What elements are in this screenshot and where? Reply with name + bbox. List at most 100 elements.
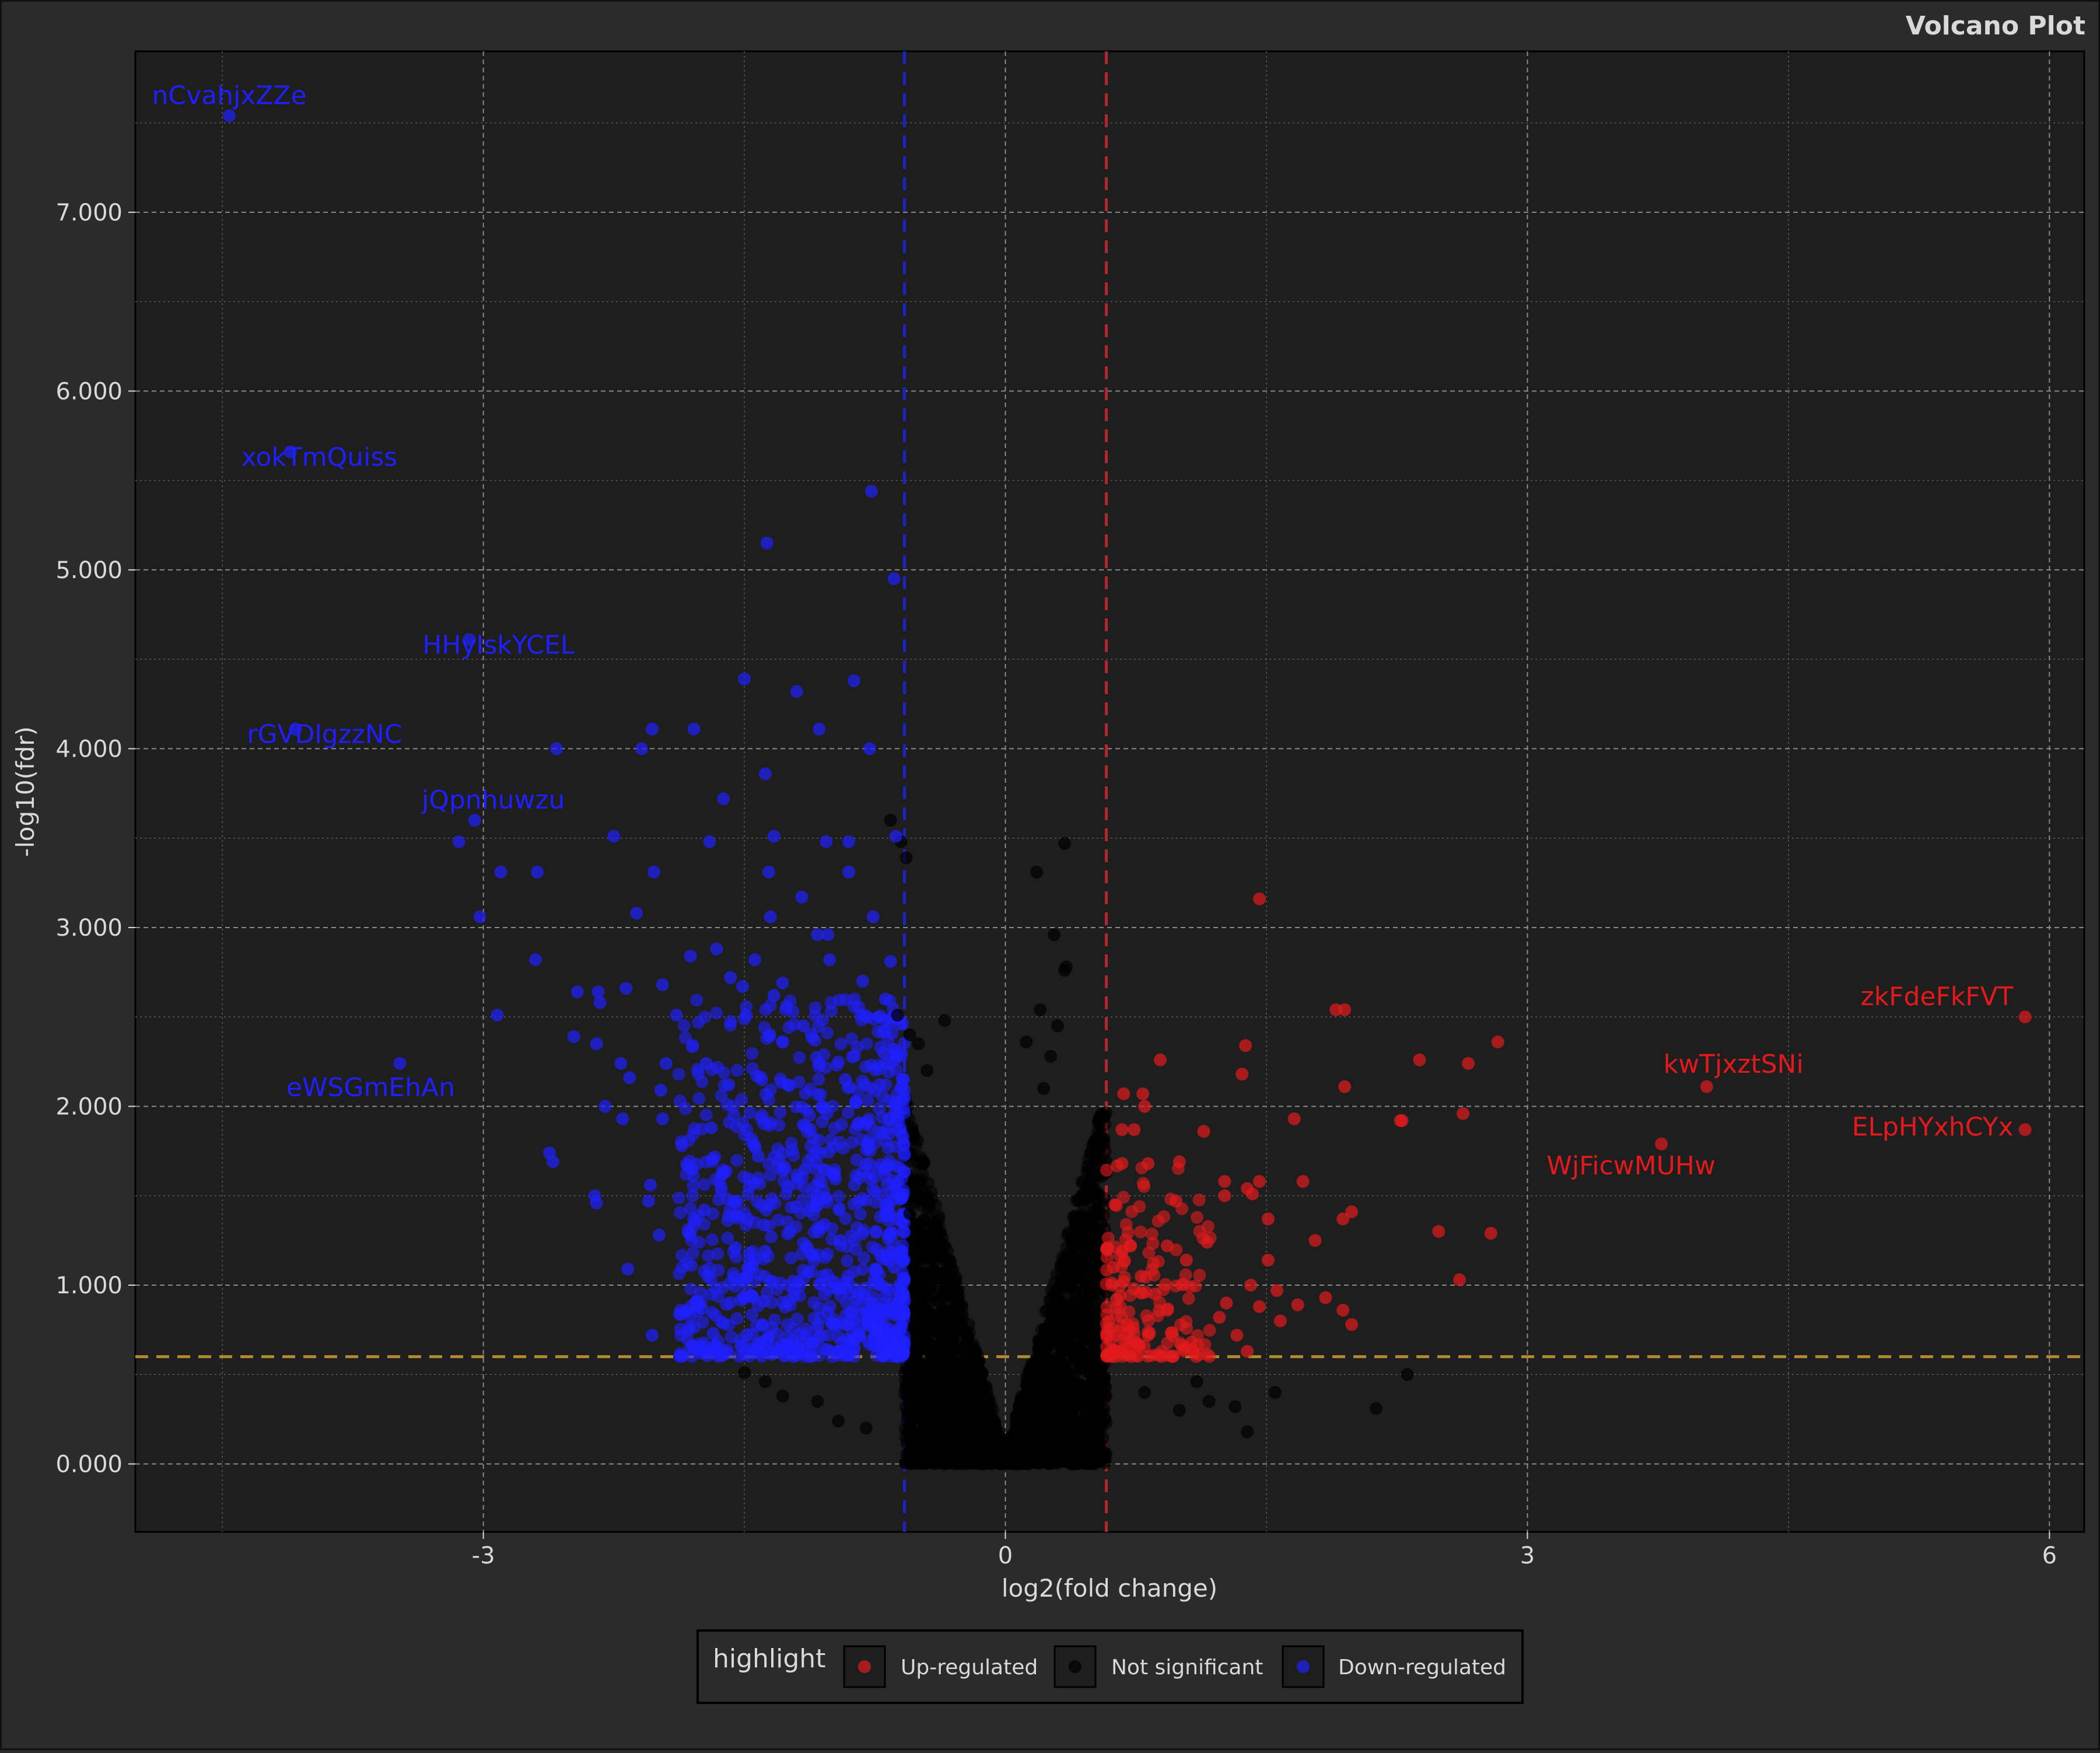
up-point — [1296, 1175, 1310, 1188]
ns-point — [1083, 1355, 1097, 1369]
ns-point — [933, 1315, 947, 1328]
down-point — [758, 1244, 772, 1258]
legend-box — [696, 1629, 1524, 1704]
ns-point — [1014, 1392, 1028, 1405]
down-point — [755, 1319, 769, 1332]
up-point — [1125, 1205, 1139, 1218]
down-point — [786, 1005, 800, 1019]
down-point — [758, 1021, 771, 1034]
down-point — [778, 1160, 791, 1173]
ns-point — [776, 1390, 789, 1403]
ns-point — [941, 1418, 954, 1432]
up-point — [1117, 1087, 1130, 1101]
down-point — [776, 976, 789, 989]
down-point — [768, 1196, 782, 1210]
down-point — [593, 996, 607, 1009]
ns-point — [1068, 1350, 1082, 1363]
down-point — [724, 971, 737, 984]
legend-swatch-up-regulated — [858, 1660, 871, 1673]
down-point — [877, 1046, 890, 1059]
ns-point — [919, 1429, 933, 1442]
y-tick-label: 1.000 — [55, 1272, 123, 1299]
down-point — [707, 1345, 720, 1358]
up-point — [1291, 1298, 1304, 1311]
down-point — [738, 1128, 751, 1142]
ns-point — [859, 1422, 873, 1435]
down-point — [795, 1247, 808, 1261]
down-point — [223, 109, 236, 123]
ns-point — [1053, 1378, 1066, 1392]
y-tick-label: 5.000 — [55, 557, 123, 584]
down-point — [546, 1155, 559, 1168]
down-point — [715, 1167, 729, 1181]
down-point — [842, 835, 856, 848]
ns-point — [912, 1217, 925, 1231]
up-point — [1128, 1282, 1141, 1296]
up-point — [2018, 1010, 2032, 1024]
down-point — [803, 1109, 816, 1122]
down-point — [891, 1296, 904, 1310]
down-point — [767, 830, 780, 843]
up-point — [1203, 1324, 1216, 1337]
down-point — [864, 485, 878, 498]
ns-point — [903, 1207, 916, 1220]
down-point — [765, 1230, 778, 1244]
down-point — [876, 1252, 889, 1265]
down-point — [774, 1276, 787, 1290]
down-point — [815, 1100, 828, 1114]
ns-point — [884, 814, 897, 827]
down-point — [889, 830, 902, 843]
down-point — [592, 985, 605, 999]
ns-point — [943, 1428, 957, 1441]
down-point — [567, 1030, 580, 1043]
ns-point — [1039, 1304, 1052, 1318]
down-point — [768, 1313, 782, 1327]
ns-point — [1077, 1202, 1090, 1216]
down-point — [731, 1209, 744, 1223]
down-point — [783, 994, 797, 1007]
down-point — [812, 1073, 825, 1086]
down-point — [698, 1203, 711, 1217]
down-point — [845, 1334, 859, 1347]
down-point — [757, 1294, 770, 1308]
down-point — [741, 1188, 755, 1201]
down-point — [699, 1056, 713, 1070]
down-point — [550, 742, 563, 755]
ns-point — [918, 1418, 932, 1431]
legend-swatch-down-regulated — [1297, 1660, 1310, 1673]
down-point — [886, 1226, 900, 1240]
down-point — [760, 1032, 773, 1045]
ns-point — [1054, 1362, 1067, 1376]
down-point — [717, 1317, 730, 1330]
up-point — [1174, 1318, 1187, 1331]
down-point — [832, 1345, 845, 1358]
ns-point — [916, 1266, 929, 1279]
down-point — [832, 1203, 846, 1217]
down-point — [834, 1037, 848, 1051]
down-point — [729, 1241, 743, 1254]
grid-layer — [135, 51, 2084, 1532]
ns-point — [1058, 837, 1071, 850]
point-label: eWSGmEhAn — [286, 1073, 455, 1103]
ns-point — [966, 1364, 979, 1378]
down-point — [841, 1106, 855, 1119]
down-point — [776, 1147, 789, 1160]
down-point — [710, 942, 723, 956]
down-point — [884, 955, 897, 968]
down-point — [724, 1014, 737, 1028]
ns-point — [930, 1273, 943, 1286]
up-point — [1244, 1279, 1258, 1292]
ns-point — [1202, 1395, 1216, 1408]
ns-point — [912, 1279, 925, 1292]
down-point — [468, 814, 481, 827]
down-point — [687, 1179, 700, 1192]
ns-point — [1046, 1442, 1060, 1455]
ns-point — [1077, 1452, 1090, 1465]
up-point — [1345, 1205, 1359, 1219]
down-point — [780, 1227, 794, 1241]
ns-point — [914, 1346, 927, 1360]
ns-point — [959, 1375, 972, 1388]
down-point — [891, 1124, 905, 1137]
down-point — [692, 1092, 706, 1105]
